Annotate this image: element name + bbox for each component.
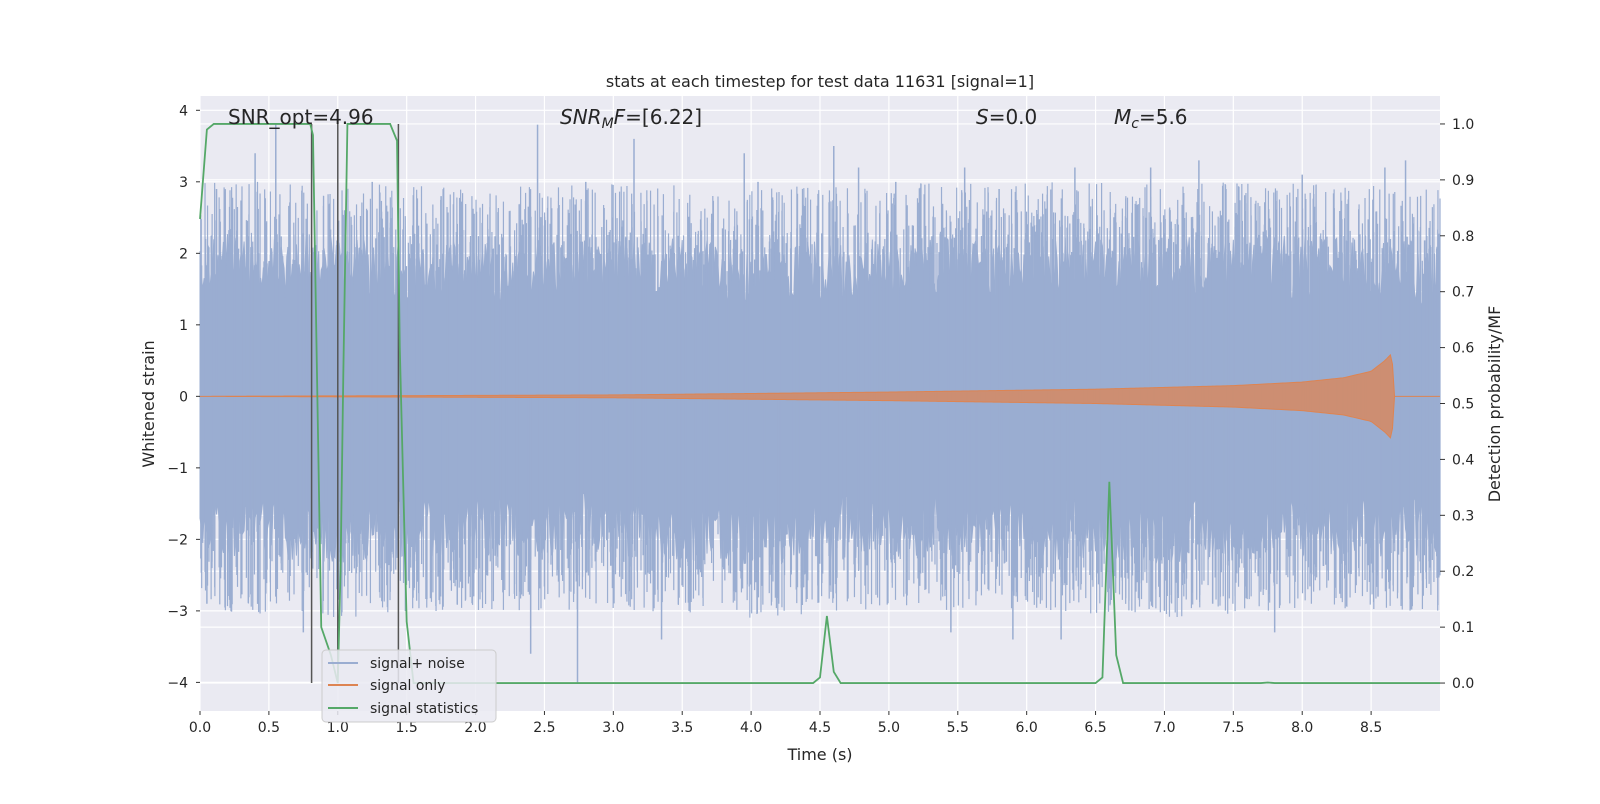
chart-title: stats at each timestep for test data 116…: [606, 72, 1034, 91]
x-tick-label: 5.0: [878, 720, 900, 736]
y-left-tick-label: 4: [179, 103, 188, 119]
y-left-tick-labels: 4 3 2 1 0 −1 −2 −3 −4: [167, 103, 200, 691]
annotation-snr-mf-f: F: [614, 105, 626, 129]
x-tick-label: 1.0: [327, 720, 349, 736]
annotation-mc-sub: c: [1131, 116, 1139, 132]
x-tick-label: 6.0: [1016, 720, 1038, 736]
x-tick-label: 6.5: [1084, 720, 1106, 736]
annotation-s: S=0.0: [976, 105, 1037, 129]
y-right-tick-label: 0.1: [1452, 620, 1474, 636]
x-tick-label: 2.0: [464, 720, 486, 736]
y-left-tick-label: 1: [179, 318, 188, 334]
y-left-tick-label: 3: [179, 175, 188, 191]
legend-label-signal: signal only: [370, 678, 445, 694]
y-left-tick-label: −2: [167, 532, 188, 548]
x-tick-label: 8.5: [1360, 720, 1382, 736]
annotation-snr-mf-var: SNR: [560, 105, 602, 129]
annotation-snr-mf-value: =[6.22]: [625, 105, 702, 129]
y-right-tick-label: 1.0: [1452, 117, 1474, 133]
x-tick-label: 4.5: [809, 720, 831, 736]
legend-box: [321, 649, 497, 723]
signal-only-envelope: [199, 353, 1440, 439]
x-tick-label: 5.5: [947, 720, 969, 736]
annotation-snr-opt: SNR_opt=4.96: [228, 105, 374, 129]
annotation-snr-mf: SNRMF=[6.22]: [560, 105, 702, 132]
y-right-tick-label: 0.3: [1452, 508, 1474, 524]
legend: signal+ noise signal only signal statist…: [321, 649, 497, 723]
y-right-tick-label: 0.4: [1452, 452, 1474, 468]
annotation-mc: Mc=5.6: [1114, 105, 1188, 132]
signal-series-layer: [199, 353, 1440, 439]
x-tick-label: 1.5: [396, 720, 418, 736]
y-left-tick-label: 2: [179, 246, 188, 262]
x-axis-label: Time (s): [786, 745, 852, 764]
x-tick-label: 4.0: [740, 720, 762, 736]
y-right-tick-label: 0.6: [1452, 341, 1474, 357]
annotation-snr-mf-sub: M: [602, 116, 614, 132]
annotation-s-value: =0.0: [989, 105, 1038, 129]
y-right-tick-label: 0.9: [1452, 173, 1474, 189]
y-left-tick-label: −4: [167, 675, 188, 691]
x-tick-label: 3.0: [602, 720, 624, 736]
x-tick-label: 7.5: [1222, 720, 1244, 736]
x-tick-labels: 0.0 0.5 1.0 1.5 2.0 2.5 3.0 3.5 4.0 4.5 5.0 5.5 6.0 6…: [189, 711, 1382, 736]
y-right-tick-label: 0.2: [1452, 564, 1474, 580]
legend-label-statistics: signal statistics: [370, 701, 478, 717]
y-left-tick-label: −3: [167, 604, 188, 620]
annotation-mc-var: M: [1114, 105, 1131, 129]
x-tick-label: 3.5: [671, 720, 693, 736]
x-tick-label: 2.5: [533, 720, 555, 736]
y-left-tick-label: −1: [167, 461, 188, 477]
x-tick-label: 7.0: [1153, 720, 1175, 736]
y-right-tick-label: 0.7: [1452, 285, 1474, 301]
annotation-s-var: S: [976, 105, 989, 129]
y-right-tick-label: 0.0: [1452, 676, 1474, 692]
y-right-tick-label: 0.5: [1452, 397, 1474, 413]
x-tick-label: 0.0: [189, 720, 211, 736]
x-tick-label: 0.5: [258, 720, 280, 736]
y-right-tick-label: 0.8: [1452, 229, 1474, 245]
annotation-mc-value: =5.6: [1139, 105, 1188, 129]
legend-label-noise: signal+ noise: [370, 656, 465, 672]
y-left-tick-label: 0: [179, 389, 188, 405]
y-left-axis-label: Whitened strain: [139, 340, 158, 467]
x-tick-label: 8.0: [1291, 720, 1313, 736]
y-right-tick-labels: 1.0 0.9 0.8 0.7 0.6 0.5 0.4 0.3 0.2 0.1 0.0: [1440, 117, 1474, 692]
y-right-axis-label: Detection probability/MF: [1485, 306, 1504, 503]
